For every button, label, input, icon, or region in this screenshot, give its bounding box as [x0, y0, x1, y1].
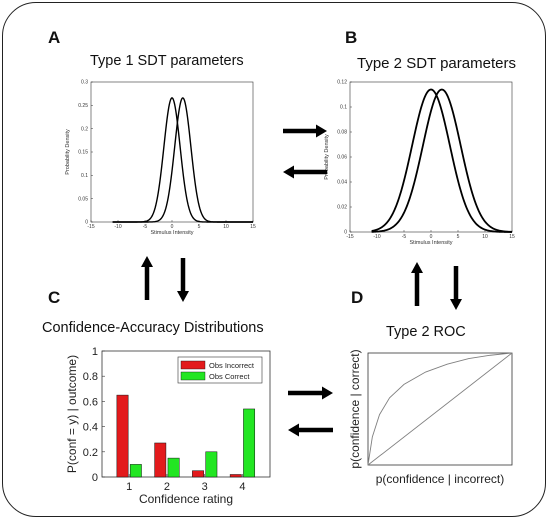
x-tick-label: 5	[457, 234, 460, 240]
panel-letter-b: B	[345, 28, 358, 47]
x-tick-label: 4	[239, 481, 245, 493]
y-tick-label: 0.2	[81, 126, 88, 132]
y-tick-label: 0	[344, 230, 347, 236]
x-tick-label: 0	[171, 224, 174, 230]
density-curve-2	[112, 97, 253, 223]
panel-title-a: Type 1 SDT parameters	[90, 53, 244, 69]
panel-title-c: Confidence-Accuracy Distributions	[42, 320, 264, 336]
plot-area	[349, 81, 513, 233]
bar-incorrect-2	[154, 442, 167, 478]
arrow-d-to-b	[411, 262, 423, 306]
y-tick-label: 0	[85, 220, 88, 226]
x-tick-label: 10	[223, 224, 229, 230]
y-tick-label: 0.08	[337, 130, 347, 136]
plot-area	[90, 81, 254, 223]
legend-label-2: Obs Correct	[209, 372, 250, 381]
arrow-b-to-a	[283, 165, 327, 179]
panel-letter-d: D	[351, 288, 364, 307]
x-tick-label: -5	[143, 224, 148, 230]
bar-correct-3	[205, 451, 218, 478]
density-curve-2	[371, 88, 513, 233]
y-tick-label: 0.3	[81, 80, 88, 86]
y-tick-label: 0.6	[83, 396, 98, 408]
y-tick-label: 0.04	[337, 180, 347, 186]
bar-incorrect-1	[116, 394, 129, 478]
x-tick-label: 3	[202, 481, 208, 493]
legend-label-1: Obs Incorrect	[209, 361, 255, 370]
x-tick-label: 2	[164, 481, 170, 493]
y-tick-label: 0.05	[78, 196, 88, 202]
y-tick-label: 0.15	[78, 150, 88, 156]
x-tick-label: 15	[250, 224, 256, 230]
density-curve-1	[371, 88, 513, 233]
x-axis-label: p(confidence | incorrect)	[376, 472, 505, 486]
y-tick-label: 1	[92, 346, 98, 358]
bar-incorrect-3	[192, 470, 204, 478]
y-tick-label: 0.1	[81, 173, 88, 179]
x-tick-label: -15	[87, 224, 94, 230]
arrow-a-to-b	[283, 124, 327, 138]
bar-incorrect-4	[229, 474, 242, 478]
legend-swatch-1	[180, 360, 206, 370]
y-tick-label: 0.1	[340, 105, 347, 111]
bar-correct-2	[167, 457, 180, 478]
x-axis-label: Confidence rating	[139, 492, 233, 506]
panel-letter-c: C	[48, 288, 61, 307]
y-tick-label: 0.8	[83, 371, 98, 383]
x-tick-label: -10	[373, 234, 380, 240]
arrow-a-to-c	[177, 258, 189, 302]
y-tick-label: 0.2	[83, 447, 98, 459]
x-tick-label: 5	[198, 224, 201, 230]
y-tick-label: 0.25	[78, 103, 88, 109]
x-tick-label: -15	[346, 234, 353, 240]
y-axis-label: P(conf = y) | outcome)	[65, 355, 79, 473]
chance-diagonal	[367, 352, 513, 466]
x-axis-label: Stimulus Intensity	[409, 240, 452, 246]
y-axis-label: Probability Density	[65, 129, 71, 175]
x-tick-label: 15	[509, 234, 515, 240]
x-tick-label: 1	[126, 481, 132, 493]
arrow-d-to-c	[288, 423, 333, 437]
y-axis-label: p(confidence | correct)	[348, 349, 362, 468]
legend-swatch-2	[180, 371, 206, 381]
x-tick-label: -10	[114, 224, 121, 230]
y-tick-label: 0.4	[83, 422, 98, 434]
x-tick-label: -5	[402, 234, 407, 240]
panel-letter-a: A	[48, 28, 61, 47]
x-tick-label: 10	[482, 234, 488, 240]
bar-correct-4	[243, 408, 256, 478]
panel-title-b: Type 2 SDT parameters	[357, 55, 516, 72]
figure-frame	[2, 2, 546, 517]
arrow-c-to-d	[288, 386, 333, 400]
arrow-c-to-a	[141, 256, 153, 300]
y-axis-label: Probability Density	[324, 134, 330, 180]
bar-correct-1	[129, 464, 142, 478]
x-axis-label: Stimulus Intensity	[150, 230, 193, 236]
x-tick-label: 0	[430, 234, 433, 240]
arrow-b-to-d	[450, 266, 462, 310]
y-tick-label: 0.06	[337, 155, 347, 161]
y-tick-label: 0.12	[337, 80, 347, 86]
roc-curve	[367, 352, 513, 466]
y-tick-label: 0	[92, 472, 98, 484]
y-tick-label: 0.02	[337, 205, 347, 211]
panel-title-d: Type 2 ROC	[386, 324, 466, 340]
